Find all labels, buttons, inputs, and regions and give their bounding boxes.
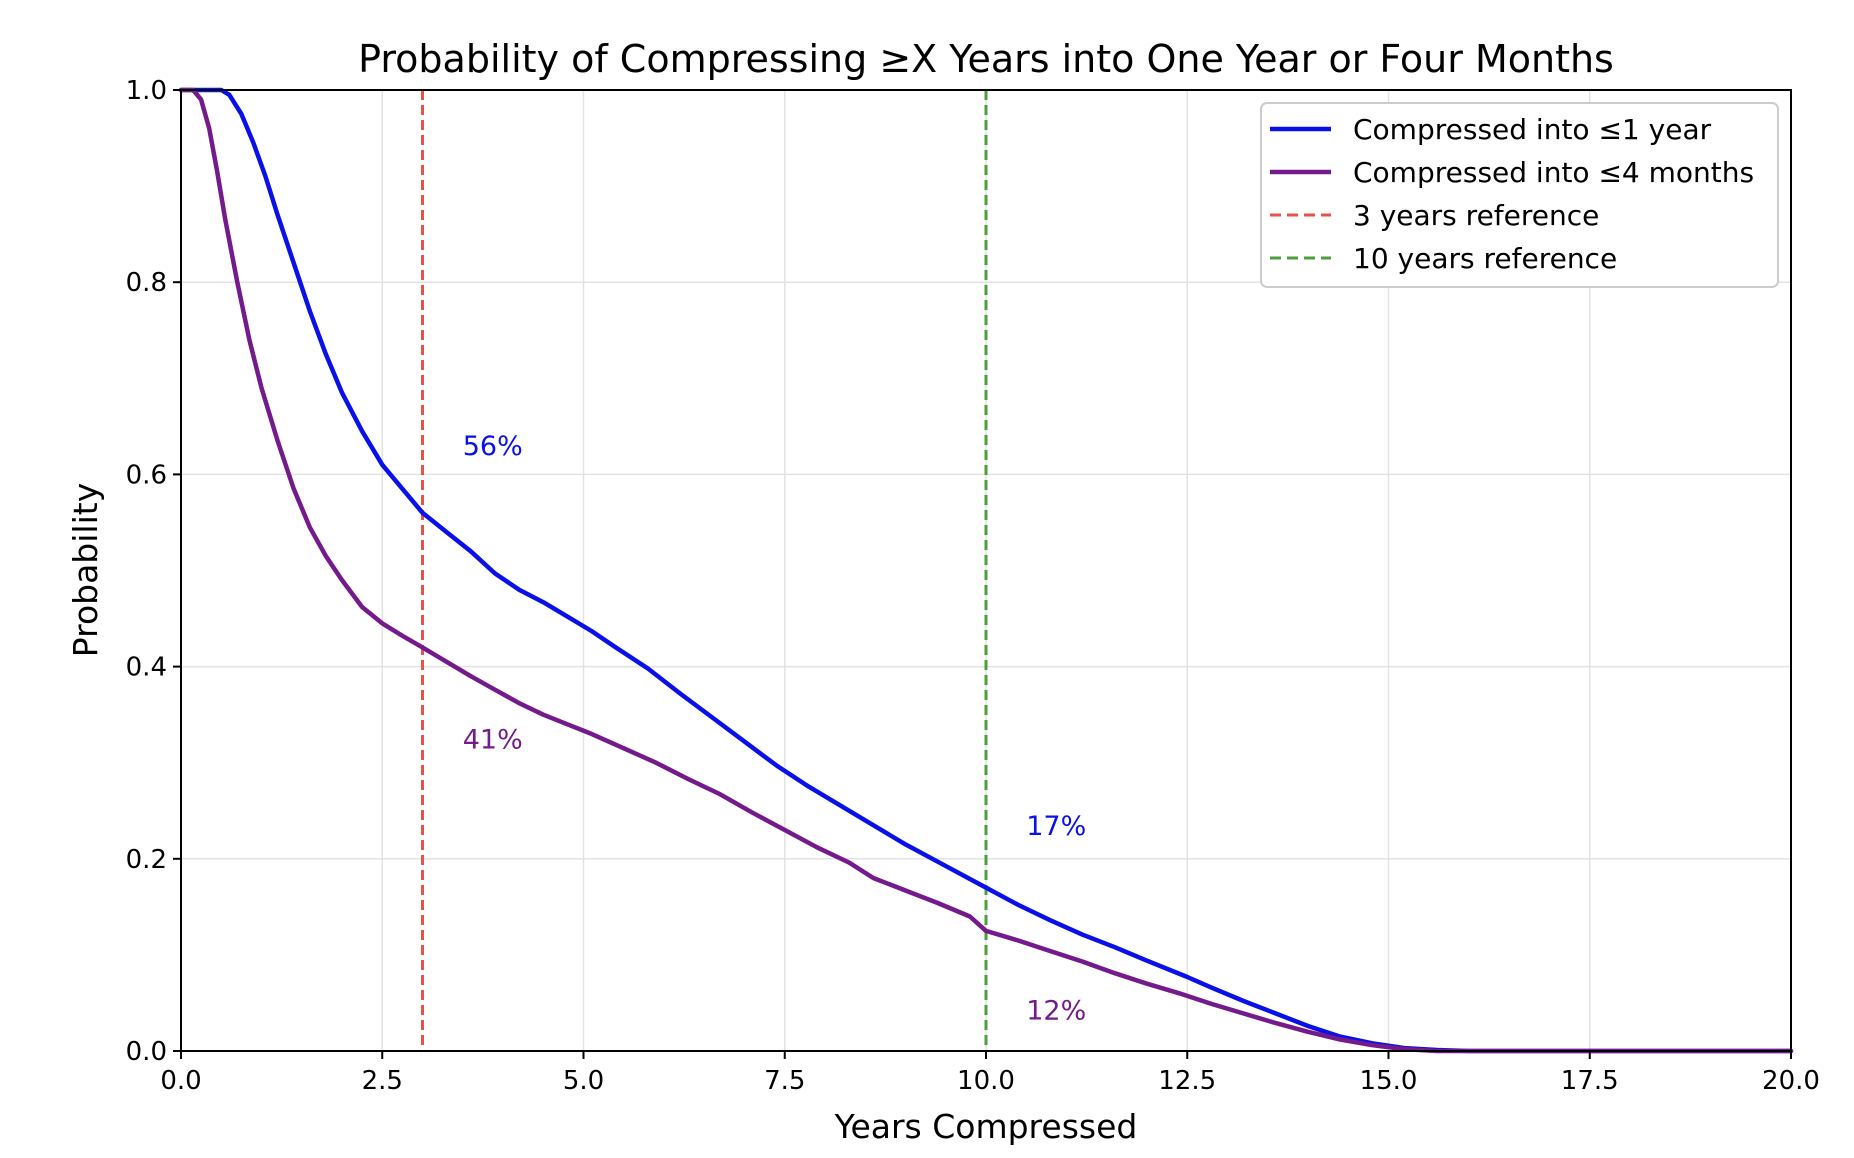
legend: Compressed into ≤1 year Compressed into ≤… [1260,102,1779,288]
x-axis-label: Years Compressed [834,1107,1138,1146]
legend-label: Compressed into ≤1 year [1353,113,1712,146]
annotations: 56% 41% 17% 12% [463,431,1087,1026]
annotation-label: 41% [463,724,523,755]
annotation-label: 56% [463,431,523,462]
legend-label: 10 years reference [1353,242,1617,275]
y-tick-label: 0.2 [126,845,167,875]
reference-lines [421,90,988,1051]
x-tick-label: 20.0 [1762,1066,1820,1096]
legend-label: 3 years reference [1353,199,1599,232]
y-tick-label: 0.6 [126,460,167,490]
annotation-label: 17% [1026,811,1086,842]
series-line-0 [178,87,1794,1054]
y-tick-label: 0.0 [126,1037,167,1067]
y-tick-label: 0.4 [126,653,167,683]
x-tick-label: 5.0 [563,1066,604,1096]
x-tick-label: 17.5 [1561,1066,1619,1096]
legend-label: Compressed into ≤4 months [1353,156,1754,189]
x-tick-label: 2.5 [362,1066,403,1096]
x-tick-label: 0.0 [160,1066,201,1096]
series-lines [178,87,1794,1054]
y-tick-label: 1.0 [126,76,167,106]
y-axis-ticks: 0.0 0.2 0.4 0.6 0.8 1.0 [126,76,181,1067]
annotation-label: 12% [1026,995,1086,1026]
x-tick-label: 15.0 [1360,1066,1418,1096]
y-axis-label: Probability [66,483,105,657]
x-tick-label: 10.0 [957,1066,1015,1096]
legend-box [1260,102,1779,288]
x-axis-ticks: 0.0 2.5 5.0 7.5 10.0 12.5 15.0 17.5 20.0 [160,1051,1820,1096]
chart-title: Probability of Compressing ≥X Years into… [358,37,1614,81]
series-line-1 [178,87,1794,1054]
x-tick-label: 12.5 [1158,1066,1216,1096]
x-tick-label: 7.5 [764,1066,805,1096]
y-tick-label: 0.8 [126,268,167,298]
